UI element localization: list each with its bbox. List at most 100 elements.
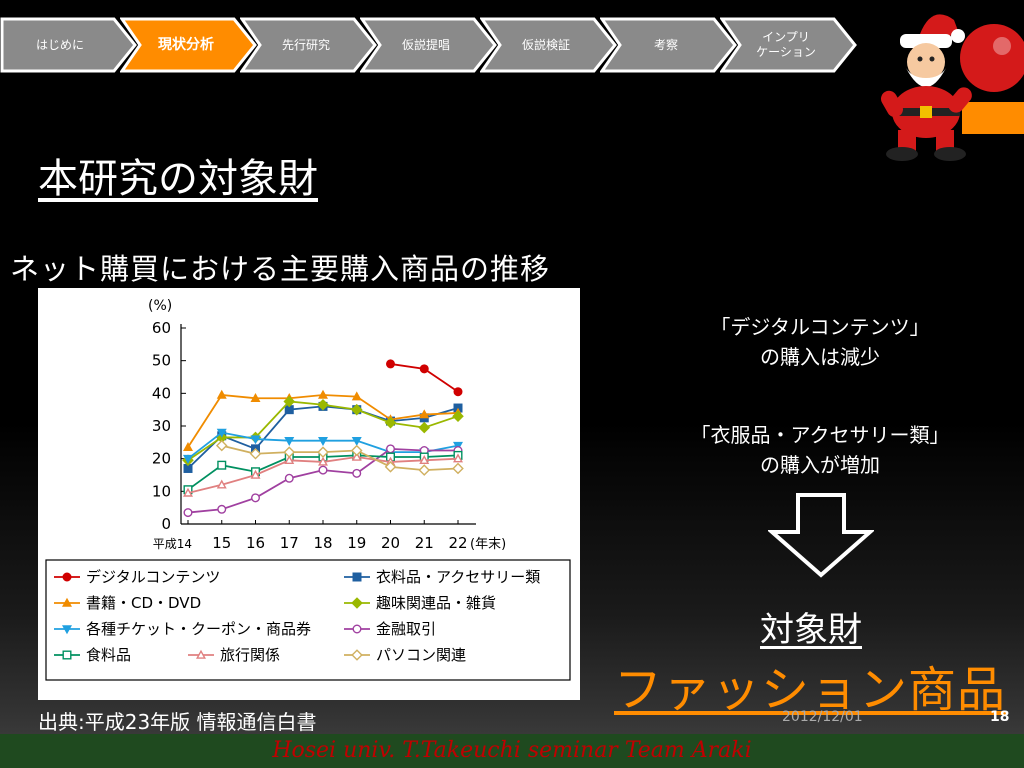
nav-step-label: 仮説検証 bbox=[521, 37, 570, 52]
page-number: 18 bbox=[990, 709, 1010, 725]
finding-apparel: 「衣服品・アクセサリー類」 の購入が増加 bbox=[690, 423, 950, 477]
x-tick-label: 21 bbox=[415, 534, 434, 552]
legend-label: 趣味関連品・雑貨 bbox=[376, 594, 496, 612]
legend-marker bbox=[352, 624, 362, 634]
data-point bbox=[350, 403, 363, 416]
chart-canvas: (%) 0 10 20 30 40 50 60 平成14 15 16 17 18 19 20 21 22 (年末)… bbox=[45, 298, 571, 681]
data-point bbox=[453, 387, 463, 397]
y-tick-label: 0 bbox=[161, 515, 171, 533]
nav-step-2[interactable]: 現状分析 bbox=[120, 16, 258, 74]
data-point bbox=[250, 392, 261, 402]
data-point bbox=[216, 389, 227, 399]
y-tick-label: 60 bbox=[152, 319, 171, 337]
data-point bbox=[217, 460, 227, 470]
legend-label: 金融取引 bbox=[376, 620, 436, 638]
data-point bbox=[351, 451, 362, 461]
data-point bbox=[384, 461, 397, 473]
data-point bbox=[352, 468, 362, 478]
slide-title: 本研究の対象財 bbox=[38, 156, 318, 202]
x-tick-label: 平成14 bbox=[153, 537, 192, 551]
nav-step-label: 考察 bbox=[653, 37, 678, 52]
data-point bbox=[418, 464, 431, 476]
data-point bbox=[351, 391, 362, 401]
x-tick-label: 15 bbox=[212, 534, 231, 552]
y-tick-label: 10 bbox=[152, 482, 171, 500]
legend-marker bbox=[62, 597, 72, 607]
legend-item: 金融取引 bbox=[344, 620, 436, 638]
legend-label: デジタルコンテンツ bbox=[86, 568, 220, 586]
series-9 bbox=[215, 439, 464, 476]
nav-step-1[interactable]: はじめに bbox=[0, 16, 138, 74]
series-8 bbox=[183, 451, 463, 497]
x-tick-label: 22 bbox=[448, 534, 467, 552]
finding-digital-content: 「デジタルコンテンツ」 の購入は減少 bbox=[710, 315, 930, 369]
legend-marker bbox=[351, 597, 363, 609]
legend-label: 書籍・CD・DVD bbox=[86, 594, 201, 612]
data-point bbox=[183, 487, 193, 497]
data-point bbox=[384, 416, 397, 429]
y-tick-label: 30 bbox=[152, 417, 171, 435]
legend-label: 食料品 bbox=[86, 646, 131, 664]
santa-icon bbox=[862, 6, 1024, 162]
legend-item: 各種チケット・クーポン・商品券 bbox=[54, 620, 311, 638]
data-point bbox=[284, 473, 294, 483]
legend-item: パソコン関連 bbox=[344, 646, 466, 664]
data-point bbox=[215, 439, 228, 452]
x-tick-label: 20 bbox=[381, 534, 400, 552]
nav-step-3[interactable]: 先行研究 bbox=[240, 16, 378, 74]
x-tick-label: 19 bbox=[347, 534, 366, 552]
nav-step-4[interactable]: 仮説提唱 bbox=[360, 16, 498, 74]
data-point bbox=[351, 436, 362, 446]
nav-step-label: 仮説提唱 bbox=[401, 37, 450, 52]
data-point bbox=[318, 456, 328, 466]
nav-step-label: 先行研究 bbox=[281, 37, 330, 52]
legend-label: 各種チケット・クーポン・商品券 bbox=[86, 620, 311, 638]
data-point bbox=[318, 465, 328, 475]
data-point bbox=[453, 453, 463, 463]
data-point bbox=[452, 462, 464, 475]
nav-step-7[interactable]: インプリ ケーション bbox=[720, 16, 858, 74]
legend-label: 衣料品・アクセサリー類 bbox=[376, 568, 540, 586]
data-point bbox=[216, 479, 227, 489]
x-tick-label: 16 bbox=[246, 534, 265, 552]
data-point bbox=[419, 364, 429, 374]
data-point bbox=[386, 359, 396, 369]
series-line bbox=[221, 444, 459, 472]
data-point bbox=[183, 508, 193, 518]
nav-step-label: インプリ ケーション bbox=[756, 30, 816, 59]
footer-credit: Hosei univ. T.Takeuchi seminar Team Arak… bbox=[272, 738, 752, 763]
data-point bbox=[183, 441, 193, 451]
legend-item: 趣味関連品・雑貨 bbox=[344, 594, 496, 612]
slide-date: 2012/12/01 bbox=[782, 709, 863, 725]
data-point bbox=[317, 398, 329, 411]
nav-step-6[interactable]: 考察 bbox=[600, 16, 738, 74]
x-tick-label: 18 bbox=[313, 534, 332, 552]
data-point bbox=[216, 428, 227, 438]
data-point bbox=[419, 409, 430, 419]
y-axis-unit: (%) bbox=[148, 298, 172, 314]
y-tick-label: 20 bbox=[152, 450, 171, 468]
chart-heading: ネット購買における主要購入商品の推移 bbox=[10, 252, 551, 286]
data-point bbox=[452, 410, 464, 422]
data-point bbox=[217, 504, 227, 514]
data-point bbox=[250, 493, 260, 503]
data-point bbox=[250, 469, 261, 479]
nav-step-5[interactable]: 仮説検証 bbox=[480, 16, 618, 74]
data-point bbox=[418, 421, 431, 434]
y-tick-label: 40 bbox=[152, 384, 171, 402]
data-point bbox=[183, 454, 193, 464]
legend-item: 旅行関係 bbox=[188, 646, 280, 664]
data-point bbox=[283, 446, 296, 458]
legend-label: 旅行関係 bbox=[220, 646, 280, 664]
series-1 bbox=[386, 359, 463, 397]
legend-marker bbox=[352, 572, 362, 582]
series-6 bbox=[183, 444, 463, 518]
legend-item: 書籍・CD・DVD bbox=[54, 594, 201, 612]
data-point bbox=[386, 444, 396, 454]
source-citation: 出典:平成23年版 情報通信白書 bbox=[38, 710, 317, 734]
x-tick-label: 17 bbox=[280, 534, 299, 552]
legend-item: デジタルコンテンツ bbox=[54, 568, 220, 586]
data-point bbox=[249, 447, 262, 460]
legend-marker bbox=[196, 649, 206, 659]
